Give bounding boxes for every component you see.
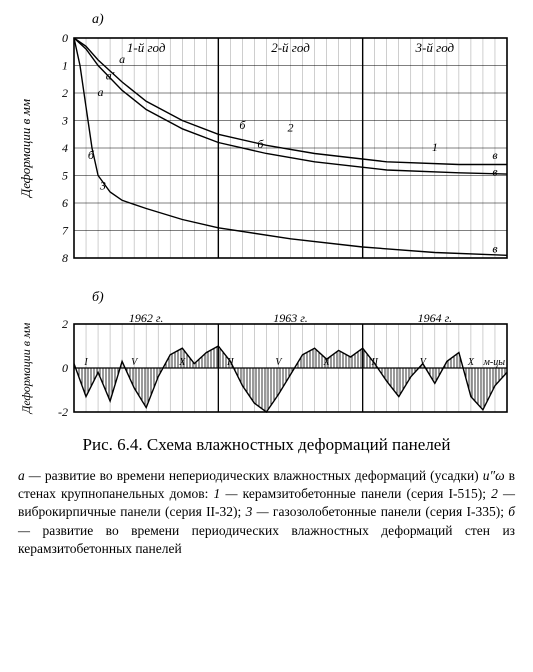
caption-item3-num: 3 — [246,504,269,519]
panel-a-label: а) [92,12,521,28]
svg-text:в: в [492,165,497,179]
chart-a-svg: 1-й год 2-й год 3-й год 0 1 2 3 4 5 6 7 8 Деформации… [12,32,521,272]
svg-text:X: X [178,357,186,368]
svg-text:1: 1 [62,59,68,73]
svg-text:Деформации в мм: Деформации в мм [19,322,33,414]
svg-text:а: а [97,85,103,99]
svg-text:а′: а′ [106,68,115,82]
svg-text:3: 3 [61,114,68,128]
svg-text:II: II [370,357,378,368]
svg-text:V: V [275,357,283,368]
svg-text:1962 г.: 1962 г. [129,311,164,325]
svg-text:II: II [226,357,234,368]
svg-text:V: V [131,357,139,368]
caption-item2: виброкирпичные панели (серия II-32); [18,504,241,519]
caption-item3: газозолобетонные панели (серия I-335); [273,504,504,519]
svg-text:8: 8 [62,251,68,265]
panel-b-label: б) [92,290,521,306]
figure-label: Рис. 6.4. [83,435,143,454]
figure-title: Схема влажностных деформаций панелей [147,435,451,454]
caption-a-text-1: развитие во времени непериодических влаж… [45,468,479,483]
caption-b-text: развитие во времени периодических влажно… [18,523,515,556]
svg-text:б: б [239,118,246,132]
svg-text:2: 2 [288,121,294,135]
svg-text:-2: -2 [58,405,68,419]
svg-text:1963 г.: 1963 г. [273,311,308,325]
svg-text:в: в [492,148,497,162]
svg-text:б: б [88,148,95,162]
svg-text:2: 2 [62,86,68,100]
caption-a-symbol: u″ω [483,468,505,483]
svg-text:I: I [83,357,88,368]
figure-caption-body: а — развитие во времени непериодических … [18,467,515,558]
svg-text:6: 6 [62,196,68,210]
svg-text:в: в [492,242,497,256]
chart-b: 2 0 -2 Деформации в мм 1962 г. 1963 г. 1964 г.… [12,310,521,420]
svg-text:7: 7 [62,224,69,238]
svg-text:4: 4 [62,141,68,155]
chart-a: 1-й год 2-й год 3-й год 0 1 2 3 4 5 6 7 8 Деформации… [12,32,521,272]
svg-text:2-й год: 2-й год [271,40,310,55]
svg-text:Деформации в мм: Деформации в мм [18,99,33,199]
svg-text:а: а [119,52,125,66]
svg-text:м-цы: м-цы [483,357,506,368]
chart-b-svg: 2 0 -2 Деформации в мм 1962 г. 1963 г. 1964 г.… [12,310,521,420]
svg-text:1: 1 [432,140,438,154]
svg-text:1-й год: 1-й год [127,40,166,55]
svg-text:1964 г.: 1964 г. [418,311,453,325]
caption-item1: керамзитобетонные панели (серия I-515); [243,486,486,501]
caption-item2-num: 2 — [491,486,515,501]
svg-text:X: X [323,357,331,368]
svg-text:5: 5 [62,169,68,183]
svg-text:2: 2 [62,317,68,331]
svg-text:3: 3 [99,178,106,192]
caption-a-prefix: а — [18,468,41,483]
svg-text:V: V [420,357,428,368]
svg-text:X: X [467,357,475,368]
svg-text:3-й год: 3-й год [415,40,455,55]
svg-text:0: 0 [62,32,68,45]
svg-text:б: б [257,137,264,151]
caption-item1-num: 1 — [214,486,238,501]
svg-text:0: 0 [62,361,68,375]
figure-caption-title: Рис. 6.4. Схема влажностных деформаций п… [22,434,511,457]
